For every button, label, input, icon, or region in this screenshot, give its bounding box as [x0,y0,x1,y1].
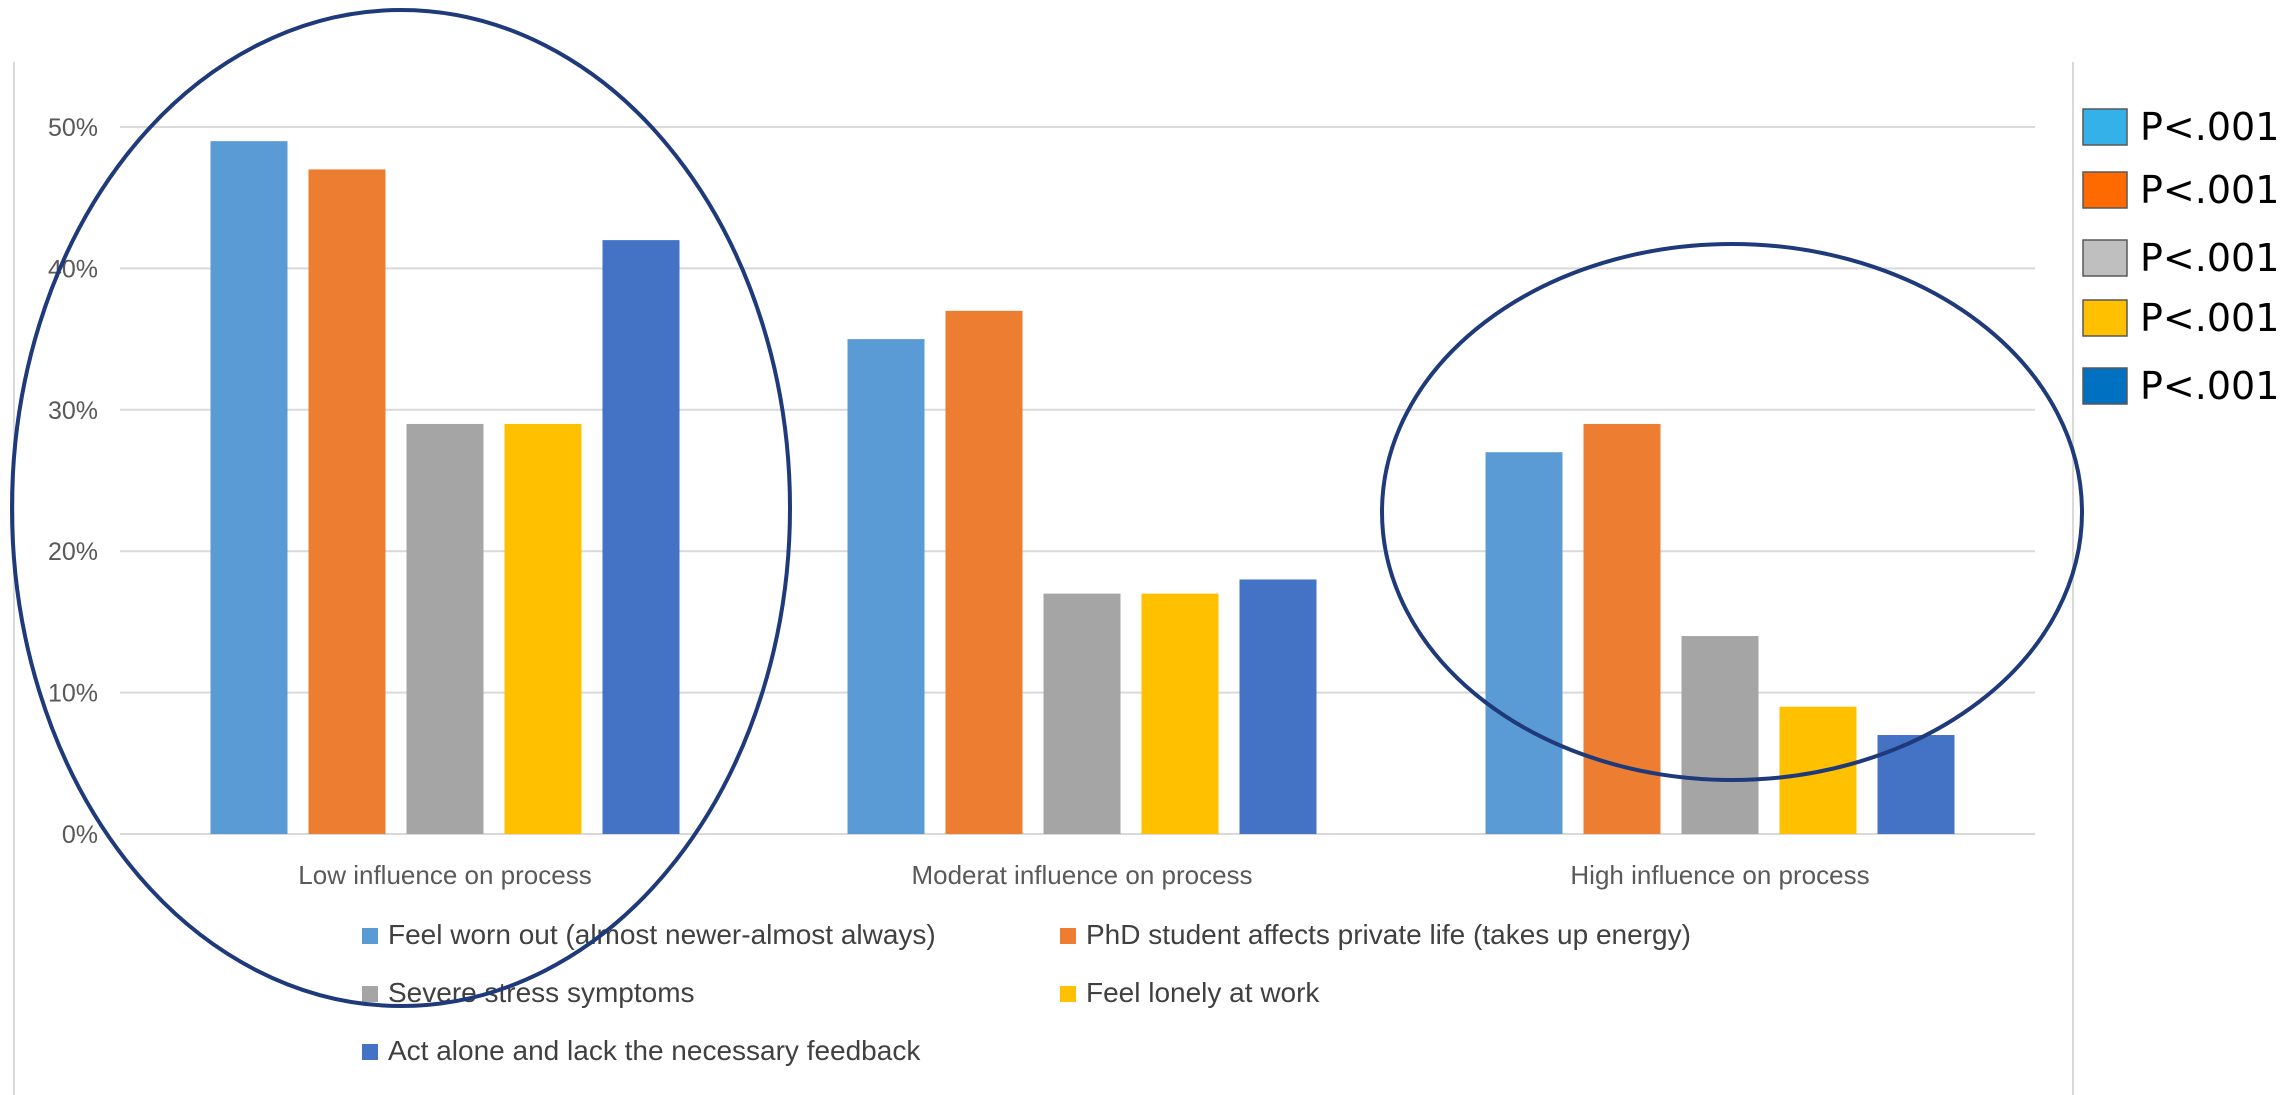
x-category-label: High influence on process [1570,860,1869,890]
significance-swatch [2082,367,2128,405]
significance-label: P<.001 [2140,364,2279,408]
x-category-label: Low influence on process [298,860,591,890]
bar [945,310,1023,834]
bar [1141,593,1219,834]
highlight-ellipses [10,8,2084,1008]
legend-label: Act alone and lack the necessary feedbac… [388,1035,921,1066]
bar [1043,593,1121,834]
legend: Feel worn out (almost newer-almost alway… [362,919,1691,1066]
y-axis-ticks: 0%10%20%30%40%50% [48,114,98,849]
bar [210,141,288,834]
highlight-ellipse [1380,242,2084,782]
bar [308,169,386,835]
bar [1239,579,1317,834]
legend-swatch [362,1044,378,1060]
significance-label: P<.001 [2140,105,2279,149]
x-axis-categories: Low influence on process Moderat influenc… [298,860,1869,890]
y-tick-label: 10% [48,680,98,708]
bar [1485,452,1563,834]
legend-swatch [1060,986,1076,1002]
x-category-label: Moderat influence on process [911,860,1252,890]
bars [210,141,1955,835]
legend-swatch [1060,928,1076,944]
significance-label: P<.001 [2140,168,2279,212]
significance-swatch [2082,239,2128,277]
significance-label: P<.001 [2140,296,2279,340]
significance-legend: P<.001 P<.001 P<.001 P<.001 P<.001 [2082,105,2279,408]
legend-label: Feel lonely at work [1086,977,1320,1008]
bar [1681,636,1759,834]
significance-swatch [2082,108,2128,146]
y-tick-label: 50% [48,114,98,142]
highlight-ellipse [10,8,792,1008]
legend-label: Feel worn out (almost newer-almost alway… [388,919,936,950]
y-tick-label: 0% [62,821,98,849]
bar [847,339,925,834]
y-tick-label: 30% [48,397,98,425]
bar [504,423,582,834]
legend-swatch [362,986,378,1002]
significance-swatch [2082,299,2128,337]
legend-label: PhD student affects private life (takes … [1086,919,1691,950]
y-tick-label: 20% [48,538,98,566]
bar [602,240,680,834]
significance-label: P<.001 [2140,236,2279,280]
significance-swatch [2082,171,2128,209]
bar [406,423,484,834]
legend-swatch [362,928,378,944]
